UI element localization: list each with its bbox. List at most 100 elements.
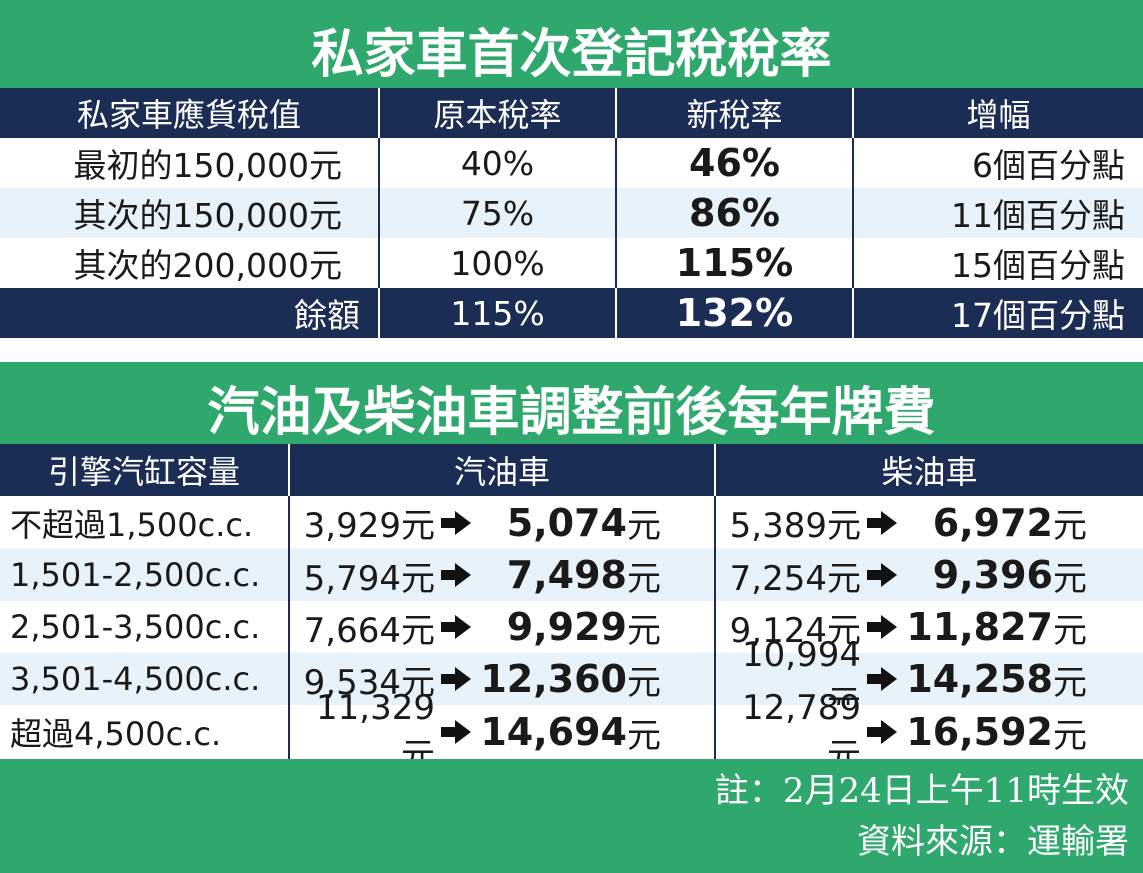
table1-title-bar (0, 0, 1143, 88)
increase: 15個百分點 (951, 246, 1125, 285)
notes-bar (0, 759, 1143, 873)
diesel-fee: 9,124元 11,827 元 (716, 601, 1143, 653)
new-rate: 46% (689, 141, 780, 185)
table2-header-diesel: 柴油車 (881, 453, 978, 491)
petrol-fee: 5,794元 7,498 元 (290, 549, 714, 601)
unit: 元 (401, 662, 435, 703)
table1-divider (852, 288, 854, 338)
unit: 元 (627, 506, 661, 546)
table1-header-band: 私家車應貨稅值 (76, 96, 301, 134)
arrow-right-icon (867, 615, 897, 639)
table-row: 超過4,500c.c. 11,329元 14,694 元 12,789元 16,5… (0, 688, 1143, 776)
diesel-new-fee: 14,258 (906, 657, 1053, 701)
table1-divider (615, 88, 617, 138)
band-label: 其次的200,000元 (73, 246, 342, 285)
unit: 元 (1053, 506, 1087, 546)
table-row: 不超過1,500c.c. 3,929元 5,074 元 5,389元 6,972 元 (0, 496, 1143, 549)
table1-divider (615, 138, 617, 288)
diesel-old-fee: 10,994 (742, 634, 861, 675)
diesel-new-fee: 16,592 (906, 710, 1053, 754)
table-row: 其次的200,000元 100% 115% 15個百分點 (0, 238, 1143, 288)
table2-title-bar (0, 362, 1143, 444)
unit: 元 (627, 610, 661, 651)
table2-divider (714, 496, 716, 759)
petrol-fee: 9,534元 12,360 元 (290, 653, 714, 705)
source-note: 資料來源：運輸署 (857, 822, 1129, 862)
petrol-new-fee: 12,360 (480, 657, 627, 701)
unit: 元 (1053, 662, 1087, 703)
new-rate: 86% (689, 191, 780, 235)
table2-header-cc: 引擎汽缸容量 (47, 453, 240, 491)
table1-header: 私家車應貨稅值 原本稅率 新稅率 增幅 (0, 88, 1143, 138)
table-row: 餘額 115% 132% 17個百分點 (0, 288, 1143, 338)
effective-date-note: 註：2月24日上午11時生效 (714, 771, 1129, 811)
table1-divider (378, 138, 380, 288)
arrow-right-icon (441, 667, 471, 691)
engine-capacity: 超過4,500c.c. (10, 715, 222, 753)
unit: 元 (1053, 715, 1087, 756)
arrow-right-icon (441, 615, 471, 639)
table1-divider (852, 138, 854, 288)
diesel-new-fee: 9,396 (932, 553, 1053, 597)
table2-title: 汽油及柴油車調整前後每年牌費 (207, 383, 936, 443)
arrow-right-icon (441, 563, 471, 587)
increase: 17個百分點 (951, 296, 1125, 335)
petrol-old-fee: 7,664 (303, 610, 401, 651)
diesel-old-fee: 9,124 (729, 610, 827, 651)
arrow-right-icon (867, 667, 897, 691)
old-rate: 115% (450, 293, 545, 333)
petrol-new-fee: 9,929 (506, 605, 627, 649)
diesel-old-fee: 7,254 (729, 558, 827, 599)
arrow-right-icon (441, 720, 471, 744)
new-rate: 115% (675, 241, 794, 285)
petrol-old-fee: 5,794 (303, 558, 401, 599)
band-label: 餘額 (294, 296, 360, 335)
diesel-old-fee: 5,389 (729, 506, 827, 546)
old-rate: 75% (460, 193, 535, 233)
table1-divider (378, 288, 380, 338)
engine-capacity: 3,501-4,500c.c. (10, 660, 261, 698)
table-row: 其次的150,000元 75% 86% 11個百分點 (0, 188, 1143, 238)
unit: 元 (627, 662, 661, 703)
old-rate: 100% (450, 243, 545, 283)
table1-divider (378, 88, 380, 138)
engine-capacity: 1,501-2,500c.c. (10, 556, 261, 594)
unit: 元 (827, 610, 861, 651)
arrow-right-icon (441, 510, 471, 535)
unit: 元 (627, 715, 661, 756)
petrol-new-fee: 14,694 (480, 710, 627, 754)
diesel-new-fee: 6,972 (932, 500, 1053, 545)
petrol-fee: 11,329元 14,694 元 (290, 688, 714, 776)
band-label: 最初的150,000元 (73, 146, 342, 185)
petrol-fee: 3,929元 5,074 元 (290, 496, 714, 549)
table2-divider (714, 444, 716, 496)
petrol-old-fee: 3,929 (303, 506, 401, 546)
table-row: 1,501-2,500c.c. 5,794元 7,498 元 7,254元 9,3… (0, 549, 1143, 601)
petrol-new-fee: 7,498 (506, 553, 627, 597)
unit: 元 (401, 558, 435, 599)
petrol-new-fee: 5,074 (506, 500, 627, 545)
band-label: 其次的150,000元 (73, 196, 342, 235)
diesel-old-fee: 12,789 (742, 687, 861, 728)
unit: 元 (1053, 558, 1087, 599)
table-row: 最初的150,000元 40% 46% 6個百分點 (0, 138, 1143, 188)
old-rate: 40% (460, 143, 535, 183)
table1-header-old-rate: 原本稅率 (433, 96, 562, 134)
petrol-old-fee: 11,329 (316, 687, 435, 728)
unit: 元 (401, 610, 435, 651)
increase: 6個百分點 (972, 146, 1125, 185)
table1-divider (852, 88, 854, 138)
unit: 元 (827, 506, 861, 546)
arrow-right-icon (867, 563, 897, 587)
table2-header-petrol: 汽油車 (453, 453, 550, 491)
table1-header-increase: 增幅 (966, 96, 1031, 134)
table2-divider (288, 444, 290, 496)
petrol-fee: 7,664元 9,929 元 (290, 601, 714, 653)
diesel-fee: 7,254元 9,396 元 (716, 549, 1143, 601)
arrow-right-icon (867, 510, 897, 535)
diesel-fee: 5,389元 6,972 元 (716, 496, 1143, 549)
engine-capacity: 2,501-3,500c.c. (10, 608, 261, 646)
unit: 元 (827, 558, 861, 599)
table1-header-new-rate: 新稅率 (686, 96, 783, 134)
table-row: 3,501-4,500c.c. 9,534元 12,360 元 10,994 元 1… (0, 635, 1143, 723)
